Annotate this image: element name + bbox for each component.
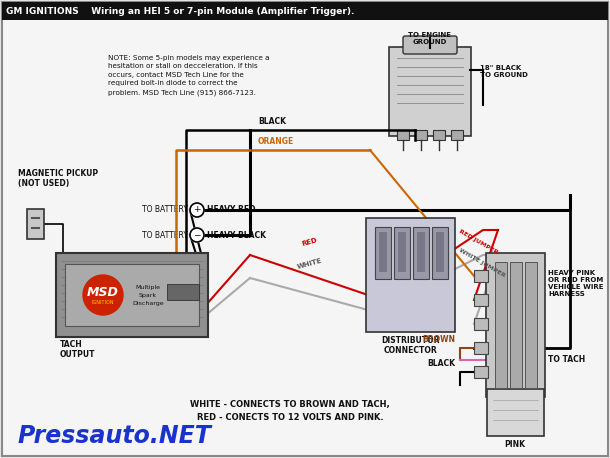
Bar: [433, 130, 445, 140]
Text: RED JUMPER: RED JUMPER: [458, 229, 499, 255]
Bar: [398, 232, 406, 272]
Text: RED - CONECTS TO 12 VOLTS AND PINK.: RED - CONECTS TO 12 VOLTS AND PINK.: [196, 414, 383, 422]
FancyBboxPatch shape: [413, 227, 429, 279]
Text: RED: RED: [301, 237, 318, 247]
Text: TO ENGINE
GROUND: TO ENGINE GROUND: [409, 32, 451, 45]
Bar: [397, 130, 409, 140]
FancyBboxPatch shape: [56, 253, 208, 337]
FancyBboxPatch shape: [27, 209, 44, 239]
Text: BLACK: BLACK: [427, 359, 455, 368]
Text: TO TACH: TO TACH: [548, 355, 585, 365]
Text: NOTE: Some 5-pin models may experience a
hesitation or stall on decceleration. I: NOTE: Some 5-pin models may experience a…: [108, 55, 270, 96]
Bar: [474, 318, 488, 330]
Text: BLACK: BLACK: [258, 117, 286, 126]
Text: WHITE JUMPER: WHITE JUMPER: [458, 248, 506, 278]
Text: Spark: Spark: [139, 293, 157, 298]
Bar: [474, 270, 488, 282]
FancyBboxPatch shape: [167, 284, 199, 300]
Bar: [474, 366, 488, 378]
Text: Discharge: Discharge: [132, 300, 164, 305]
Bar: [415, 130, 427, 140]
FancyBboxPatch shape: [495, 262, 507, 388]
Text: HEAVY BLACK: HEAVY BLACK: [207, 230, 266, 240]
Text: 18" BLACK
TO GROUND: 18" BLACK TO GROUND: [480, 65, 528, 78]
FancyBboxPatch shape: [389, 47, 471, 136]
FancyBboxPatch shape: [403, 36, 457, 54]
Text: +: +: [193, 206, 201, 214]
FancyBboxPatch shape: [486, 253, 545, 397]
Text: TACH
OUTPUT: TACH OUTPUT: [60, 340, 96, 360]
Bar: [451, 130, 463, 140]
Text: WHITE - CONNECTS TO BROWN AND TACH,: WHITE - CONNECTS TO BROWN AND TACH,: [190, 400, 390, 409]
Text: PINK: PINK: [504, 440, 525, 449]
FancyBboxPatch shape: [432, 227, 448, 279]
FancyBboxPatch shape: [375, 227, 391, 279]
Bar: [417, 232, 425, 272]
Circle shape: [83, 275, 123, 315]
Text: BROWN: BROWN: [422, 335, 455, 344]
Text: HEAVY PINK
OR RED FROM
VEHICLE WIRE
HARNESS: HEAVY PINK OR RED FROM VEHICLE WIRE HARN…: [548, 270, 603, 297]
Text: Multiple: Multiple: [135, 284, 160, 289]
FancyBboxPatch shape: [510, 262, 522, 388]
FancyBboxPatch shape: [525, 262, 537, 388]
Bar: [2, 2, 608, 20]
Text: GM IGNITIONS    Wiring an HEI 5 or 7-pin Module (Amplifier Trigger).: GM IGNITIONS Wiring an HEI 5 or 7-pin Mo…: [6, 6, 354, 16]
Text: −: −: [193, 230, 201, 240]
Text: TO BATTERY: TO BATTERY: [142, 206, 188, 214]
Bar: [379, 232, 387, 272]
Text: ORANGE: ORANGE: [258, 137, 294, 146]
FancyBboxPatch shape: [487, 389, 544, 436]
Text: MSD: MSD: [87, 285, 119, 299]
Circle shape: [190, 203, 204, 217]
FancyBboxPatch shape: [65, 264, 199, 326]
Text: WHITE: WHITE: [297, 257, 323, 270]
Text: Pressauto.NET: Pressauto.NET: [18, 424, 212, 448]
Text: TO BATTERY: TO BATTERY: [142, 230, 188, 240]
FancyBboxPatch shape: [366, 218, 455, 332]
FancyBboxPatch shape: [394, 227, 410, 279]
Text: IGNITION: IGNITION: [92, 300, 114, 305]
Bar: [474, 342, 488, 354]
Bar: [474, 294, 488, 306]
Circle shape: [190, 228, 204, 242]
Text: HEAVY RED: HEAVY RED: [207, 206, 256, 214]
Bar: [436, 232, 444, 272]
Text: DISTRIBUTOR
CONNECTOR: DISTRIBUTOR CONNECTOR: [381, 336, 439, 355]
Text: MAGNETIC PICKUP
(NOT USED): MAGNETIC PICKUP (NOT USED): [18, 169, 98, 188]
